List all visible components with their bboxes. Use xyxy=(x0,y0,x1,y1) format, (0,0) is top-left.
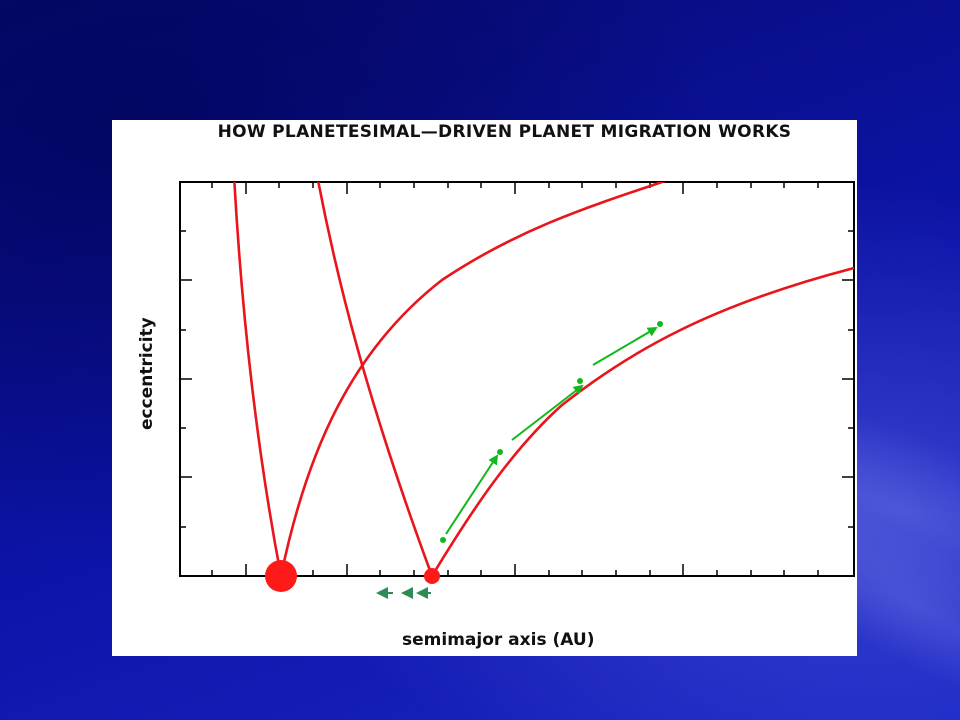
outer-planet-marker xyxy=(424,568,440,584)
left-arrowhead-icon xyxy=(416,587,428,599)
orbit-crossing-curve-left-planet-inner xyxy=(233,182,283,576)
axis-ticks xyxy=(180,182,854,576)
x-axis-label: semimajor axis (AU) xyxy=(402,630,595,650)
diagram-canvas xyxy=(179,181,855,599)
planetesimal-dot xyxy=(440,537,446,543)
left-arrowhead-icon xyxy=(401,587,413,599)
left-arrowhead-icon xyxy=(376,587,388,599)
figure-panel: HOW PLANETESIMAL—DRIVEN PLANET MIGRATION… xyxy=(112,120,857,656)
plot-frame xyxy=(179,181,855,577)
y-axis-label: eccentricity xyxy=(137,317,157,430)
migration-arrows xyxy=(376,587,431,599)
orbit-crossing-curve-right-planet-outer xyxy=(430,266,854,576)
planetesimal-dot xyxy=(577,378,583,384)
inner-planet-marker xyxy=(265,560,297,592)
planetesimal-arrow xyxy=(592,326,658,366)
planetesimal-dot xyxy=(497,449,503,455)
planetesimal-path xyxy=(440,321,663,543)
orbit-crossing-curve-right-planet-inner xyxy=(317,182,434,576)
planetesimal-dot xyxy=(657,321,663,327)
planetesimal-arrow xyxy=(511,384,584,441)
orbit-crossing-curve-left-planet-outer xyxy=(279,182,667,576)
figure-title: HOW PLANETESIMAL—DRIVEN PLANET MIGRATION… xyxy=(217,122,792,142)
planetesimal-arrow xyxy=(445,454,499,535)
